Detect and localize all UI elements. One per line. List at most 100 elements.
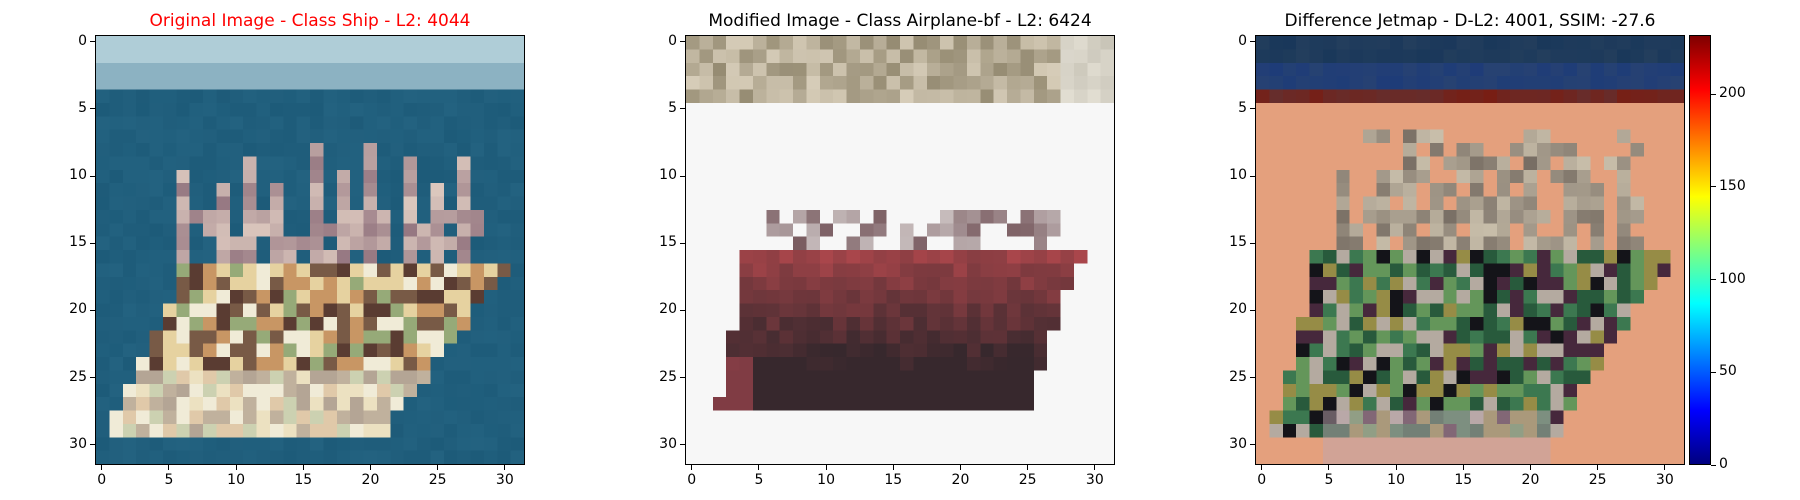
original-pixel (176, 129, 190, 144)
original-pixel (269, 49, 284, 64)
difference-pixel (1416, 383, 1431, 398)
difference-pixel (1590, 290, 1605, 304)
difference-pixel (1550, 143, 1564, 157)
modified-pixel (739, 450, 754, 464)
difference-pixel (1657, 357, 1671, 371)
modified-pixel (980, 450, 994, 464)
original-pixel (189, 196, 204, 211)
modified-pixel (1047, 196, 1061, 211)
original-pixel (363, 276, 378, 291)
original-pixel (510, 223, 524, 237)
modified-pixel (1020, 450, 1035, 464)
modified-pixel (739, 423, 754, 438)
modified-pixel (726, 169, 740, 184)
modified-pixel (686, 397, 700, 411)
modified-pixel (1100, 290, 1114, 304)
y-tick-label: 25 (69, 368, 87, 385)
original-pixel (283, 143, 297, 157)
modified-pixel (766, 357, 780, 371)
modified-pixel (699, 357, 714, 371)
modified-pixel (873, 89, 887, 104)
original-pixel (417, 76, 431, 90)
modified-pixel (819, 129, 834, 144)
modified-pixel (752, 116, 767, 130)
difference-pixel (1443, 263, 1457, 278)
original-pixel (470, 423, 485, 438)
original-pixel (497, 423, 511, 438)
difference-pixel (1429, 343, 1444, 358)
difference-pixel (1443, 196, 1457, 211)
original-pixel (403, 410, 418, 425)
modified-pixel (859, 209, 874, 224)
y-tick-mark (680, 175, 685, 177)
original-pixel (457, 89, 471, 104)
modified-pixel (793, 410, 807, 425)
modified-pixel (953, 343, 968, 358)
modified-pixel (1073, 36, 1088, 50)
original-pixel (336, 156, 351, 171)
difference-pixel (1470, 450, 1484, 464)
difference-pixel (1456, 437, 1471, 451)
difference-pixel (1309, 76, 1324, 90)
modified-pixel (1047, 183, 1061, 197)
difference-pixel (1309, 223, 1324, 237)
difference-pixel (1336, 62, 1350, 77)
modified-pixel (1020, 276, 1035, 291)
difference-pixel (1510, 196, 1524, 211)
difference-pixel (1429, 250, 1444, 264)
modified-pixel (686, 169, 700, 184)
difference-pixel (1443, 290, 1457, 304)
original-pixel (430, 423, 445, 438)
difference-pixel (1630, 129, 1645, 144)
modified-pixel (913, 423, 928, 438)
difference-pixel (1563, 290, 1578, 304)
difference-pixel (1670, 209, 1684, 224)
difference-pixel (1670, 263, 1684, 278)
difference-pixel (1296, 437, 1310, 451)
original-pixel (269, 196, 284, 211)
original-pixel (363, 370, 378, 385)
original-pixel (176, 330, 190, 344)
original-pixel (417, 397, 431, 411)
original-pixel (310, 290, 324, 304)
original-pixel (229, 316, 244, 331)
original-pixel (203, 129, 217, 144)
difference-pixel (1657, 183, 1671, 197)
modified-pixel (886, 410, 901, 425)
original-pixel (417, 196, 431, 211)
difference-pixel (1269, 76, 1284, 90)
original-pixel (350, 102, 364, 117)
difference-pixel (1349, 250, 1364, 264)
original-pixel (122, 343, 137, 358)
modified-pixel (900, 276, 914, 291)
modified-pixel (712, 397, 727, 411)
original-pixel (430, 370, 445, 385)
difference-pixel (1630, 196, 1645, 211)
difference-pixel (1403, 450, 1417, 464)
original-pixel (483, 62, 498, 77)
original-pixel (510, 290, 524, 304)
original-pixel (417, 383, 431, 398)
original-pixel (203, 410, 217, 425)
difference-pixel (1336, 236, 1350, 251)
modified-pixel (1100, 357, 1114, 371)
difference-pixel (1670, 410, 1684, 425)
difference-pixel (1429, 102, 1444, 117)
difference-pixel (1429, 423, 1444, 438)
original-pixel (443, 343, 458, 358)
original-pixel (203, 303, 217, 318)
y-tick-mark (1250, 309, 1255, 311)
modified-pixel (966, 223, 981, 237)
difference-pixel (1322, 383, 1337, 398)
original-pixel (363, 397, 378, 411)
y-tick-label: 5 (78, 99, 87, 116)
original-pixel (283, 450, 297, 464)
original-pixel (443, 143, 458, 157)
difference-pixel (1657, 383, 1671, 398)
modified-pixel (953, 437, 968, 451)
difference-pixel (1563, 236, 1578, 251)
difference-pixel (1429, 263, 1444, 278)
difference-pixel (1403, 36, 1417, 50)
original-pixel (310, 156, 324, 171)
original-pixel (483, 223, 498, 237)
